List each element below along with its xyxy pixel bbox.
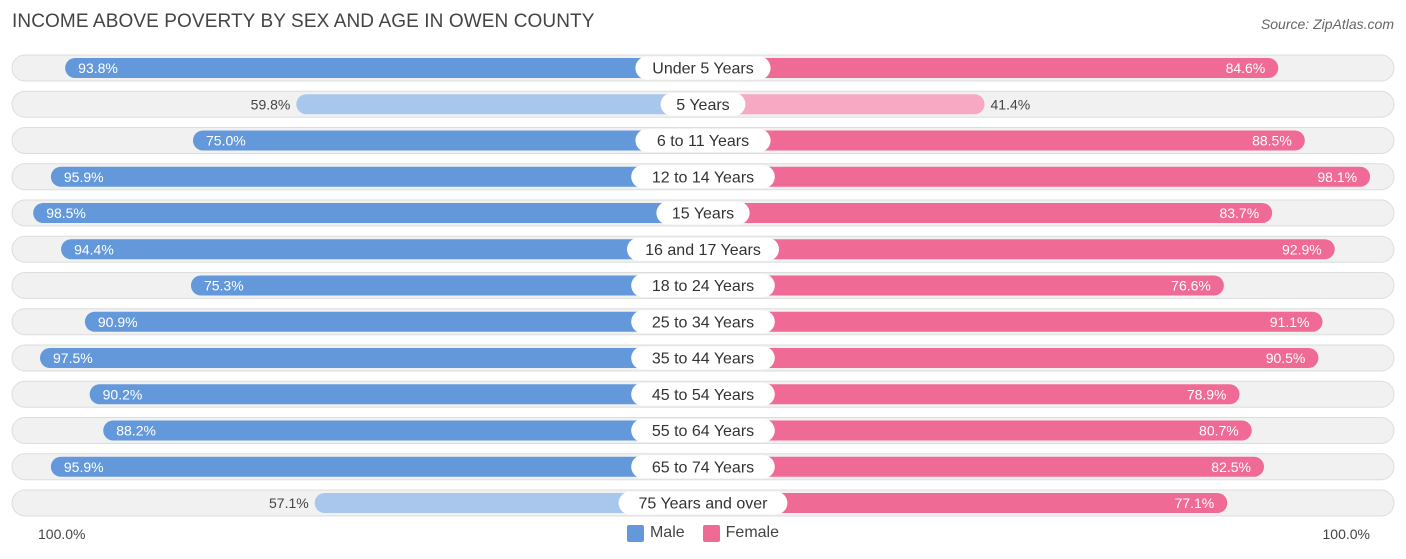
bar-female — [703, 384, 1240, 405]
bar-male — [65, 58, 703, 78]
value-label-male: 75.3% — [204, 278, 244, 294]
bar-female — [703, 203, 1273, 223]
bar-female — [703, 166, 1371, 187]
chart-canvas: 93.8% 84.6% Under 5 Years 59.8% 41.4% 5 Years… — [11, 54, 1395, 517]
value-label-female: 82.5% — [1211, 459, 1251, 475]
legend-swatch-male — [626, 524, 644, 542]
legend-swatch-female — [702, 524, 720, 542]
bar-male — [193, 130, 703, 151]
value-label-female: 78.9% — [1187, 386, 1227, 402]
value-label-male: 94.4% — [74, 241, 114, 257]
category-pill — [631, 346, 775, 370]
category-pill — [618, 491, 788, 515]
value-label-female: 98.1% — [1317, 169, 1357, 185]
axis-left-label: 100.0% — [38, 526, 86, 542]
value-label-male: 75.0% — [206, 133, 246, 149]
category-pill — [631, 165, 775, 189]
category-label: Under 5 Years — [652, 61, 753, 78]
bar-male — [89, 384, 703, 405]
category-pill — [631, 274, 775, 297]
category-pill — [635, 56, 771, 80]
legend-item-female: Female — [702, 524, 780, 542]
value-label-female: 76.6% — [1171, 278, 1211, 294]
category-label: 18 to 24 Years — [652, 278, 754, 295]
legend-item-male: Male — [626, 524, 685, 542]
bar-male — [190, 275, 703, 296]
bar-female — [703, 275, 1224, 296]
value-label-female: 83.7% — [1219, 205, 1259, 221]
category-label: 75 Years and over — [639, 496, 769, 513]
value-label-female: 92.9% — [1282, 241, 1322, 257]
value-label-male: 98.5% — [46, 205, 86, 221]
category-label: 25 to 34 Years — [652, 314, 754, 331]
value-label-male: 88.2% — [116, 423, 156, 439]
bar-male — [103, 420, 704, 441]
axis-right-label: 100.0% — [1322, 526, 1370, 542]
category-pill — [660, 92, 746, 116]
category-pill — [631, 419, 775, 442]
category-label: 5 Years — [676, 97, 729, 114]
value-label-male: 90.2% — [103, 386, 143, 402]
bar-female — [703, 239, 1335, 260]
value-label-female: 90.5% — [1266, 350, 1306, 366]
source-attribution: Source: ZipAtlas.com — [1260, 16, 1394, 32]
category-label: 16 and 17 Years — [645, 242, 761, 259]
bar-male — [84, 311, 703, 332]
bar-female — [703, 311, 1323, 332]
category-pill — [631, 310, 775, 334]
bar-male — [50, 166, 703, 187]
category-pill — [627, 237, 779, 261]
legend: Male Female — [0, 524, 1406, 542]
value-label-male: 95.9% — [64, 459, 104, 475]
value-label-male: 95.9% — [64, 169, 104, 185]
value-label-female: 80.7% — [1199, 423, 1239, 439]
bar-male — [314, 493, 703, 513]
bar-male — [296, 94, 703, 115]
value-label-male: 57.1% — [269, 495, 309, 511]
bar-female — [703, 420, 1252, 441]
bar-female — [703, 94, 985, 115]
bar-female — [703, 130, 1305, 151]
category-pill — [656, 201, 750, 225]
chart-title: INCOME ABOVE POVERTY BY SEX AND AGE IN O… — [12, 11, 595, 32]
legend-label-female: Female — [725, 524, 780, 541]
category-pill — [631, 455, 775, 479]
bar-female — [703, 493, 1228, 513]
bar-male — [50, 456, 703, 477]
category-pill — [635, 129, 771, 152]
value-label-male: 97.5% — [53, 350, 93, 366]
value-label-female: 91.1% — [1270, 314, 1310, 330]
value-label-female: 41.4% — [991, 96, 1031, 112]
value-label-female: 84.6% — [1226, 60, 1266, 76]
bar-male — [33, 203, 703, 223]
bar-male — [40, 348, 703, 368]
category-label: 55 to 64 Years — [652, 423, 754, 440]
value-label-male: 93.8% — [78, 60, 118, 76]
value-label-female: 88.5% — [1252, 133, 1292, 149]
bar-female — [703, 58, 1279, 78]
category-label: 35 to 44 Years — [652, 351, 754, 368]
value-label-male: 90.9% — [98, 314, 138, 330]
category-label: 45 to 54 Years — [652, 387, 754, 404]
category-label: 15 Years — [672, 206, 734, 223]
bar-female — [703, 456, 1264, 477]
value-label-female: 77.1% — [1175, 495, 1215, 511]
bar-male — [61, 239, 703, 260]
legend-label-male: Male — [649, 524, 685, 541]
bar-female — [703, 348, 1319, 368]
value-label-male: 59.8% — [251, 96, 291, 112]
category-label: 6 to 11 Years — [657, 133, 749, 150]
category-label: 65 to 74 Years — [652, 459, 754, 476]
category-pill — [631, 382, 775, 406]
category-label: 12 to 14 Years — [652, 169, 754, 186]
